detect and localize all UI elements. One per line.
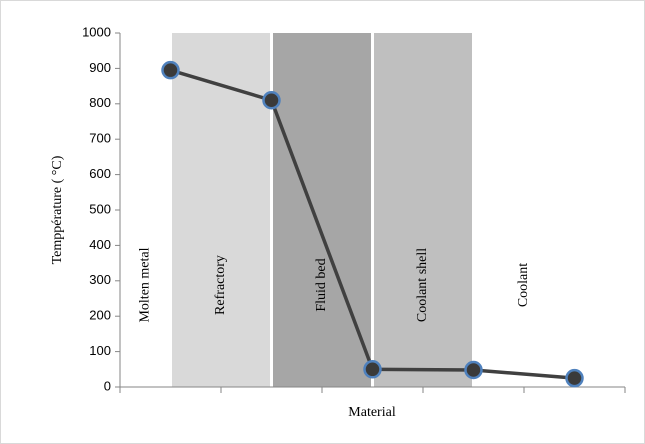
region-label: Molten metal	[137, 247, 152, 322]
y-tick-label: 800	[89, 95, 111, 110]
y-tick-label: 100	[89, 343, 111, 358]
y-tick-label: 700	[89, 131, 111, 146]
region	[374, 33, 472, 387]
point	[464, 360, 483, 380]
region	[172, 33, 270, 387]
point	[363, 360, 382, 379]
point	[565, 368, 584, 388]
region-label: Fluid bed	[314, 258, 329, 311]
y-tick-label: 0	[104, 378, 111, 393]
y-tick-label: 900	[89, 60, 111, 75]
region-label: Refractory	[213, 255, 228, 315]
region-label: Coolant	[516, 263, 531, 307]
point	[161, 60, 180, 80]
y-tick-label: 500	[89, 201, 111, 216]
y-tick-label: 400	[89, 237, 111, 252]
y-tick-label: 600	[89, 166, 111, 181]
regions: Molten metal Refractory Fluid bed Coolant s…	[137, 33, 531, 387]
y-tick-label: 300	[89, 272, 111, 287]
region	[273, 33, 371, 387]
y-tick-label: 1000	[82, 24, 111, 39]
x-axis-title: Material	[348, 405, 396, 420]
point	[262, 91, 281, 110]
y-tick-label: 200	[89, 308, 111, 323]
y-axis-title: Temppérature ( °C)	[50, 155, 65, 264]
region-label: Coolant shell	[415, 248, 430, 322]
